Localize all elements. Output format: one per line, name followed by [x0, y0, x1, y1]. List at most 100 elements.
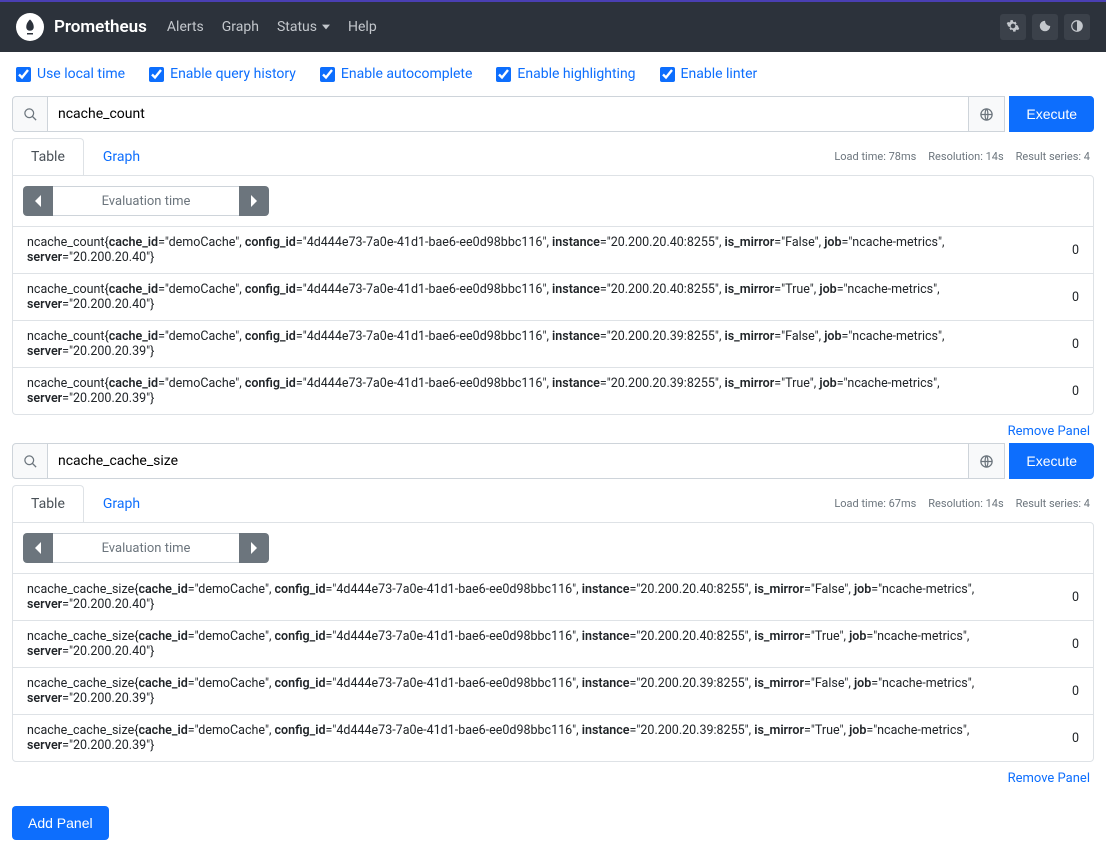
- globe-button[interactable]: [969, 96, 1005, 132]
- option-label: Enable query history: [170, 66, 296, 82]
- stat-resolution: Resolution: 14s: [928, 150, 1003, 163]
- checkbox-autocomplete[interactable]: [320, 67, 335, 82]
- execute-button[interactable]: Execute: [1009, 443, 1094, 479]
- query-stats: Load time: 78ms Resolution: 14s Result s…: [834, 150, 1094, 163]
- result-value: 0: [1062, 290, 1079, 305]
- stat-series: Result series: 4: [1016, 150, 1090, 163]
- query-input[interactable]: [48, 96, 969, 132]
- result-row: ncache_cache_size{cache_id="demoCache", …: [13, 620, 1093, 667]
- result-row: ncache_count{cache_id="demoCache", confi…: [13, 367, 1093, 414]
- tab-table[interactable]: Table: [12, 485, 84, 522]
- stat-load-time: Load time: 67ms: [834, 497, 916, 510]
- nav-status[interactable]: Status: [277, 19, 330, 35]
- result-metric: ncache_count{cache_id="demoCache", confi…: [27, 329, 1062, 359]
- brand-text: Prometheus: [54, 17, 147, 37]
- nav-graph[interactable]: Graph: [222, 19, 259, 35]
- result-row: ncache_cache_size{cache_id="demoCache", …: [13, 573, 1093, 620]
- nav-links: Alerts Graph Status Help: [167, 19, 377, 35]
- option-highlighting[interactable]: Enable highlighting: [496, 66, 635, 82]
- contrast-icon: [1070, 19, 1084, 36]
- result-row: ncache_count{cache_id="demoCache", confi…: [13, 226, 1093, 273]
- tab-graph[interactable]: Graph: [84, 138, 159, 175]
- result-row: ncache_cache_size{cache_id="demoCache", …: [13, 667, 1093, 714]
- query-stats: Load time: 67ms Resolution: 14s Result s…: [834, 497, 1094, 510]
- navbar: Prometheus Alerts Graph Status Help: [0, 0, 1106, 52]
- result-row: ncache_cache_size{cache_id="demoCache", …: [13, 714, 1093, 761]
- option-local-time[interactable]: Use local time: [16, 66, 125, 82]
- tabs: Table Graph: [12, 485, 159, 522]
- results-box: Evaluation time ncache_cache_size{cache_…: [12, 522, 1094, 762]
- checkbox-query-history[interactable]: [149, 67, 164, 82]
- result-metric: ncache_count{cache_id="demoCache", confi…: [27, 235, 1062, 265]
- search-icon: [12, 96, 48, 132]
- remove-panel-row: Remove Panel: [12, 762, 1094, 786]
- result-value: 0: [1062, 384, 1079, 399]
- tabs: Table Graph: [12, 138, 159, 175]
- checkbox-local-time[interactable]: [16, 67, 31, 82]
- brand[interactable]: Prometheus: [16, 13, 147, 41]
- option-label: Enable highlighting: [517, 66, 635, 82]
- nav-status-label: Status: [277, 19, 317, 35]
- nav-alerts[interactable]: Alerts: [167, 19, 204, 35]
- option-label: Use local time: [37, 66, 125, 82]
- result-value: 0: [1062, 337, 1079, 352]
- add-panel-button[interactable]: Add Panel: [12, 806, 109, 840]
- option-autocomplete[interactable]: Enable autocomplete: [320, 66, 473, 82]
- theme-dark-button[interactable]: [1032, 14, 1058, 40]
- remove-panel-link[interactable]: Remove Panel: [1008, 771, 1090, 786]
- result-value: 0: [1062, 590, 1079, 605]
- stat-series: Result series: 4: [1016, 497, 1090, 510]
- query-panel: Execute Table Graph Load time: 78ms Reso…: [0, 96, 1106, 439]
- remove-panel-row: Remove Panel: [12, 415, 1094, 439]
- nav-right: [1000, 14, 1090, 40]
- option-label: Enable autocomplete: [341, 66, 473, 82]
- nav-left: Prometheus Alerts Graph Status Help: [16, 13, 377, 41]
- prometheus-logo-icon: [16, 13, 44, 41]
- query-panel: Execute Table Graph Load time: 67ms Reso…: [0, 443, 1106, 786]
- globe-button[interactable]: [969, 443, 1005, 479]
- option-query-history[interactable]: Enable query history: [149, 66, 296, 82]
- result-value: 0: [1062, 731, 1079, 746]
- stat-load-time: Load time: 78ms: [834, 150, 916, 163]
- checkbox-linter[interactable]: [660, 67, 675, 82]
- eval-prev-button[interactable]: [23, 533, 53, 563]
- result-metric: ncache_cache_size{cache_id="demoCache", …: [27, 582, 1062, 612]
- result-metric: ncache_count{cache_id="demoCache", confi…: [27, 376, 1062, 406]
- result-metric: ncache_count{cache_id="demoCache", confi…: [27, 282, 1062, 312]
- option-linter[interactable]: Enable linter: [660, 66, 758, 82]
- eval-next-button[interactable]: [239, 186, 269, 216]
- eval-prev-button[interactable]: [23, 186, 53, 216]
- eval-bar: Evaluation time: [13, 523, 1093, 573]
- tab-table[interactable]: Table: [12, 138, 84, 175]
- remove-panel-link[interactable]: Remove Panel: [1008, 424, 1090, 439]
- query-input[interactable]: [48, 443, 969, 479]
- search-icon: [12, 443, 48, 479]
- result-metric: ncache_cache_size{cache_id="demoCache", …: [27, 723, 1062, 753]
- caret-down-icon: [322, 19, 330, 35]
- eval-bar: Evaluation time: [13, 176, 1093, 226]
- option-label: Enable linter: [681, 66, 758, 82]
- gear-icon: [1006, 19, 1020, 36]
- results-box: Evaluation time ncache_count{cache_id="d…: [12, 175, 1094, 415]
- nav-help[interactable]: Help: [348, 19, 377, 35]
- eval-time-label[interactable]: Evaluation time: [53, 533, 239, 563]
- result-metric: ncache_cache_size{cache_id="demoCache", …: [27, 676, 1062, 706]
- execute-button[interactable]: Execute: [1009, 96, 1094, 132]
- tabs-row: Table Graph Load time: 67ms Resolution: …: [12, 483, 1094, 522]
- result-value: 0: [1062, 637, 1079, 652]
- query-bar: Execute: [12, 96, 1094, 132]
- result-value: 0: [1062, 684, 1079, 699]
- tabs-row: Table Graph Load time: 78ms Resolution: …: [12, 136, 1094, 175]
- eval-time-label[interactable]: Evaluation time: [53, 186, 239, 216]
- checkbox-highlighting[interactable]: [496, 67, 511, 82]
- settings-button[interactable]: [1000, 14, 1026, 40]
- theme-contrast-button[interactable]: [1064, 14, 1090, 40]
- eval-next-button[interactable]: [239, 533, 269, 563]
- result-row: ncache_count{cache_id="demoCache", confi…: [13, 273, 1093, 320]
- moon-icon: [1038, 19, 1052, 36]
- options-bar: Use local time Enable query history Enab…: [0, 52, 1106, 92]
- result-metric: ncache_cache_size{cache_id="demoCache", …: [27, 629, 1062, 659]
- result-row: ncache_count{cache_id="demoCache", confi…: [13, 320, 1093, 367]
- result-value: 0: [1062, 243, 1079, 258]
- tab-graph[interactable]: Graph: [84, 485, 159, 522]
